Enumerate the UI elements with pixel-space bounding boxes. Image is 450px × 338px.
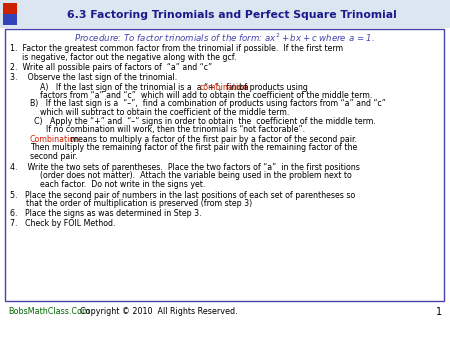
Text: is negative, factor out the negative along with the gcf.: is negative, factor out the negative alo…: [22, 52, 237, 62]
Text: (order does not matter).  Attach the variable being used in the problem next to: (order does not matter). Attach the vari…: [40, 171, 352, 180]
Bar: [3, 3, 17, 14]
Text: means to multiply a factor of the first pair by a factor of the second pair.: means to multiply a factor of the first …: [68, 135, 357, 144]
Text: If no combination will work, then the trinomial is “not factorable”.: If no combination will work, then the tr…: [46, 125, 305, 134]
Text: A)   If the last sign of the trinomial is a  a “+”,  find a: A) If the last sign of the trinomial is …: [30, 82, 251, 92]
Text: BobsMathClass.Com: BobsMathClass.Com: [8, 307, 90, 316]
Bar: [0, 0, 450, 28]
Text: each factor.  Do not write in the signs yet.: each factor. Do not write in the signs y…: [40, 180, 205, 189]
Bar: [3, 14, 17, 25]
Text: combination: combination: [200, 82, 249, 92]
Text: second pair.: second pair.: [30, 152, 77, 161]
Text: that the order of multiplication is preserved (from step 3): that the order of multiplication is pres…: [26, 199, 252, 209]
Text: 6.3 Factoring Trinomials and Perfect Square Trinomial: 6.3 Factoring Trinomials and Perfect Squ…: [67, 9, 397, 20]
Text: Then multiply the remaining factor of the first pair with the remaining factor o: Then multiply the remaining factor of th…: [30, 144, 357, 152]
Text: Procedure: To factor trinomials of the form: $\mathit{ax}^2 + bx + c$ where a = : Procedure: To factor trinomials of the f…: [74, 32, 376, 44]
Text: which will subtract to obtain the coefficient of the middle term.: which will subtract to obtain the coeffi…: [40, 108, 289, 117]
Text: factors from “a” and “c”  which will add to obtain the coefficient of the middle: factors from “a” and “c” which will add …: [40, 91, 373, 100]
Text: of products using: of products using: [237, 82, 308, 92]
Text: 6.   Place the signs as was determined in Step 3.: 6. Place the signs as was determined in …: [10, 209, 202, 218]
Text: Copyright © 2010  All Rights Reserved.: Copyright © 2010 All Rights Reserved.: [75, 307, 238, 316]
Text: 1: 1: [436, 307, 442, 317]
Text: C)   Apply the “+” and  “–” signs in order to obtain  the  coefficient of the mi: C) Apply the “+” and “–” signs in order …: [34, 117, 376, 125]
Text: 5.   Place the second pair of numbers in the last positions of each set of paren: 5. Place the second pair of numbers in t…: [10, 191, 355, 200]
Text: 7.   Check by FOIL Method.: 7. Check by FOIL Method.: [10, 218, 116, 227]
Text: 2.  Write all possible pairs of factors of  “a” and “c”: 2. Write all possible pairs of factors o…: [10, 63, 212, 72]
FancyBboxPatch shape: [5, 29, 444, 301]
Text: 3.    Observe the last sign of the trinomial.: 3. Observe the last sign of the trinomia…: [10, 73, 177, 82]
Text: 1.  Factor the greatest common factor from the trinomial if possible.  If the fi: 1. Factor the greatest common factor fro…: [10, 44, 343, 53]
Text: B)   If the last sign is a  “–”,  find a combination of products using factors f: B) If the last sign is a “–”, find a com…: [30, 99, 386, 108]
Text: 4.    Write the two sets of parentheses.  Place the two factors of “a”  in the f: 4. Write the two sets of parentheses. Pl…: [10, 163, 360, 172]
Text: Combination: Combination: [30, 135, 80, 144]
